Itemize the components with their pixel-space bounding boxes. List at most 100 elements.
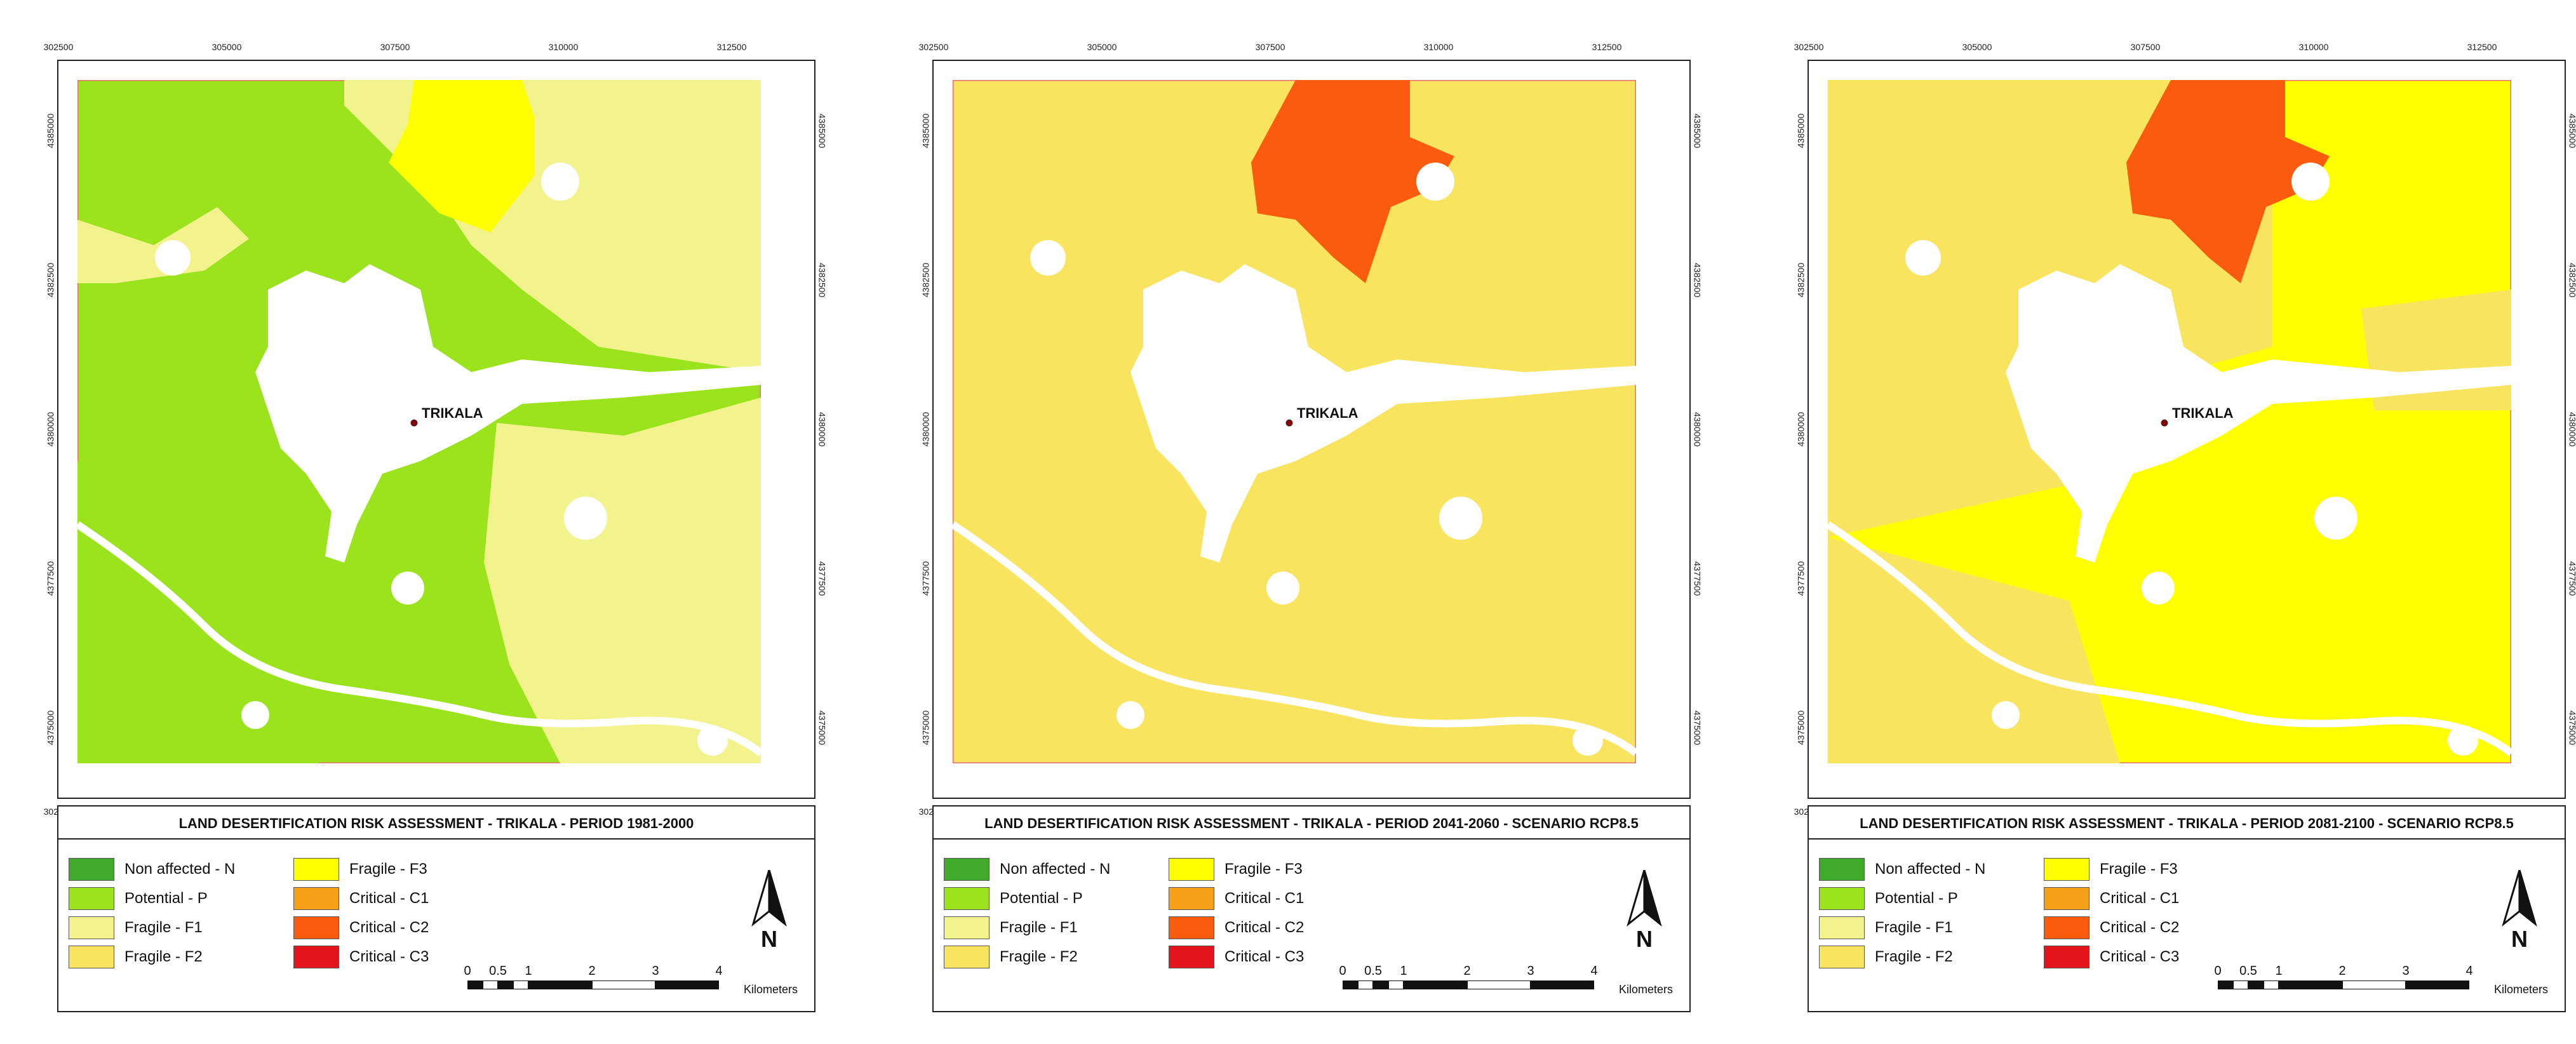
legend-item: Potential - P bbox=[69, 884, 235, 913]
legend-divider bbox=[58, 838, 814, 840]
legend-swatch bbox=[2044, 946, 2090, 968]
tick-northing: 4385000 bbox=[2567, 113, 2576, 149]
legend-item: Potential - P bbox=[1819, 884, 1985, 913]
legend-swatch bbox=[944, 887, 989, 910]
scale-bar-graphic bbox=[467, 980, 719, 989]
tick-northing: 4382500 bbox=[45, 262, 56, 298]
tick-northing: 4380000 bbox=[2567, 412, 2576, 447]
legend-swatch bbox=[1819, 946, 1865, 968]
river bbox=[953, 521, 1636, 756]
legend-item: Critical - C1 bbox=[1169, 884, 1304, 913]
tick-northing: 4382500 bbox=[920, 262, 931, 298]
north-label: N bbox=[2511, 926, 2528, 952]
legend-item: Fragile - F3 bbox=[1169, 855, 1304, 884]
tick-northing: 4382500 bbox=[1795, 262, 1806, 298]
tick-easting: 305000 bbox=[211, 42, 242, 52]
urban-patch bbox=[1439, 497, 1482, 540]
legend-item: Fragile - F3 bbox=[293, 855, 429, 884]
urban-patch bbox=[1992, 701, 2020, 729]
zone-fragile-f1-southeast bbox=[484, 398, 761, 763]
tick-easting: 310000 bbox=[1423, 42, 1454, 52]
scale-bar-graphic bbox=[2218, 980, 2469, 989]
scale-bar: 0 0.5 1 2 3 4 Kilometers bbox=[2214, 964, 2548, 996]
legend-item: Critical - C3 bbox=[2044, 942, 2179, 972]
tick-easting: 310000 bbox=[548, 42, 579, 52]
legend-swatch bbox=[1819, 887, 1865, 910]
legend-item: Critical - C3 bbox=[293, 942, 429, 972]
tick-northing: 4375000 bbox=[817, 710, 828, 746]
scale-units: Kilometers bbox=[1618, 983, 1673, 996]
tick-easting: 310000 bbox=[2298, 42, 2329, 52]
legend-swatch bbox=[69, 858, 114, 881]
zone-potential-southwest bbox=[77, 461, 344, 763]
north-arrow-icon: N bbox=[747, 869, 791, 953]
legend-swatch bbox=[944, 916, 989, 939]
urban-patch bbox=[155, 240, 191, 276]
tick-easting: 307500 bbox=[380, 42, 410, 52]
tick-easting: 302500 bbox=[43, 42, 74, 52]
tick-northing: 4375000 bbox=[920, 710, 931, 746]
legend-item: Potential - P bbox=[944, 884, 1110, 913]
legend-box: LAND DESERTIFICATION RISK ASSESSMENT - T… bbox=[932, 805, 1691, 1012]
urban-area bbox=[2006, 264, 2511, 563]
legend-swatch bbox=[293, 887, 339, 910]
legend-swatch bbox=[944, 858, 989, 881]
legend-item: Fragile - F1 bbox=[1819, 913, 1985, 942]
tick-northing: 4377500 bbox=[1795, 561, 1806, 596]
scale-units: Kilometers bbox=[743, 983, 798, 996]
tick-easting: 302500 bbox=[1794, 42, 1824, 52]
tick-northing: 4375000 bbox=[2567, 710, 2576, 746]
city-label: TRIKALA bbox=[1297, 405, 1358, 421]
risk-map: TRIKALA bbox=[953, 80, 1636, 763]
legend-item: Fragile - F2 bbox=[944, 942, 1110, 972]
legend-item: Fragile - F3 bbox=[2044, 855, 2179, 884]
legend-box: LAND DESERTIFICATION RISK ASSESSMENT - T… bbox=[1808, 805, 2566, 1012]
legend-swatch bbox=[944, 946, 989, 968]
urban-patch bbox=[391, 572, 424, 605]
tick-northing: 4385000 bbox=[817, 113, 828, 149]
legend-swatch bbox=[1819, 858, 1865, 881]
legend-item: Critical - C2 bbox=[2044, 913, 2179, 942]
tick-northing: 4377500 bbox=[2567, 561, 2576, 596]
map-title: LAND DESERTIFICATION RISK ASSESSMENT - T… bbox=[178, 815, 694, 831]
zone-fragile-f2-southwest bbox=[1828, 537, 2120, 763]
urban-patch bbox=[2448, 725, 2478, 756]
legend-swatch bbox=[69, 916, 114, 939]
river bbox=[77, 521, 761, 756]
city-label: TRIKALA bbox=[422, 405, 483, 421]
legend-item: Critical - C1 bbox=[293, 884, 429, 913]
legend-swatch bbox=[293, 946, 339, 968]
legend-swatch bbox=[1819, 916, 1865, 939]
legend-item: Non affected - N bbox=[944, 855, 1110, 884]
city-marker bbox=[1285, 419, 1293, 427]
urban-patch bbox=[2291, 163, 2330, 201]
city-marker bbox=[410, 419, 418, 427]
legend-swatch bbox=[2044, 887, 2090, 910]
city-marker bbox=[2161, 419, 2168, 427]
tick-northing: 4380000 bbox=[1795, 412, 1806, 447]
tick-easting: 305000 bbox=[1087, 42, 1117, 52]
urban-area bbox=[255, 264, 761, 563]
urban-patch bbox=[2142, 572, 2175, 605]
scale-bar-graphic bbox=[1343, 980, 1594, 989]
legend-divider bbox=[1809, 838, 2565, 840]
tick-easting: 312500 bbox=[2467, 42, 2497, 52]
tick-easting: 312500 bbox=[1592, 42, 1622, 52]
zone-critical-c2 bbox=[1251, 80, 1454, 283]
map-panel-1: 302500 305000 307500 310000 312500 30250… bbox=[44, 42, 828, 1012]
legend-swatch bbox=[293, 916, 339, 939]
map-frame: 302500 305000 307500 310000 312500 30250… bbox=[1794, 42, 2576, 817]
map-panel-2: 302500 305000 307500 310000 312500 30250… bbox=[919, 42, 1703, 1012]
tick-northing: 4380000 bbox=[817, 412, 828, 447]
map-frame: 302500 305000 307500 310000 312500 30250… bbox=[919, 42, 1703, 817]
tick-northing: 4380000 bbox=[920, 412, 931, 447]
tick-northing: 4377500 bbox=[920, 561, 931, 596]
urban-patch bbox=[1573, 725, 1603, 756]
legend-column-right: Fragile - F3 Critical - C1 Critical - C2… bbox=[1169, 855, 1304, 972]
tick-northing: 4380000 bbox=[1692, 412, 1703, 447]
tick-easting: 305000 bbox=[1962, 42, 1992, 52]
legend-divider bbox=[934, 838, 1689, 840]
tick-northing: 4385000 bbox=[1795, 113, 1806, 149]
risk-map: TRIKALA bbox=[77, 80, 761, 763]
legend-column-right: Fragile - F3 Critical - C1 Critical - C2… bbox=[293, 855, 429, 972]
